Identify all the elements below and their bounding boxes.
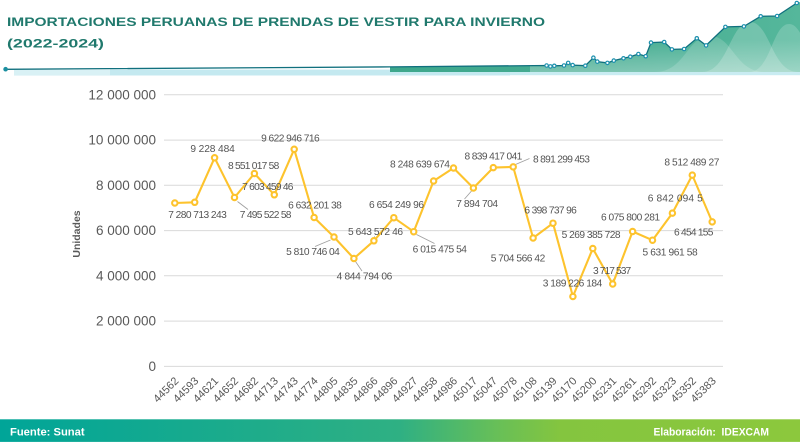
svg-text:7 894 704: 7 894 704 — [456, 199, 498, 210]
svg-text:6 075 800 281: 6 075 800 281 — [601, 213, 660, 224]
svg-text:7 495 522 58: 7 495 522 58 — [240, 210, 292, 221]
svg-text:6 000 000: 6 000 000 — [96, 223, 156, 238]
svg-text:3 189 226 184: 3 189 226 184 — [543, 278, 603, 289]
svg-text:8 000 000: 8 000 000 — [96, 178, 156, 193]
svg-text:8 891 299 453: 8 891 299 453 — [533, 155, 590, 166]
svg-text:Elaboración: IDEXCAM: Elaboración: IDEXCAM — [654, 427, 770, 439]
svg-text:8 248 639 674: 8 248 639 674 — [390, 159, 450, 170]
svg-text:12 000 000: 12 000 000 — [88, 87, 156, 102]
svg-text:6 454 155: 6 454 155 — [674, 228, 714, 239]
svg-text:Fuente: Sunat: Fuente: Sunat — [10, 426, 85, 438]
svg-text:7 280 713 243: 7 280 713 243 — [168, 210, 227, 221]
svg-text:6 632 201 38: 6 632 201 38 — [288, 200, 342, 211]
svg-text:6 015 475 54: 6 015 475 54 — [413, 245, 468, 256]
svg-text:5 643 572 46: 5 643 572 46 — [348, 227, 403, 238]
svg-text:8 839 417 041: 8 839 417 041 — [464, 151, 522, 162]
svg-text:5 810 746 04: 5 810 746 04 — [286, 247, 340, 258]
svg-text:5 631 961 58: 5 631 961 58 — [643, 248, 698, 259]
svg-text:6 654 249 96: 6 654 249 96 — [369, 200, 424, 211]
svg-text:IMPORTACIONES PERUANAS DE PREN: IMPORTACIONES PERUANAS DE PRENDAS DE VES… — [7, 15, 545, 29]
svg-text:8 512 489 27: 8 512 489 27 — [664, 158, 719, 169]
svg-text:7 603 459 46: 7 603 459 46 — [242, 182, 294, 193]
svg-text:Unidades: Unidades — [71, 210, 83, 257]
svg-text:8 551 017 58: 8 551 017 58 — [228, 161, 280, 172]
svg-text:9 622 946 716: 9 622 946 716 — [261, 133, 320, 144]
svg-text:9 228 484: 9 228 484 — [190, 144, 235, 155]
svg-text:5 269 385 728: 5 269 385 728 — [562, 230, 621, 241]
svg-text:6 842 094 5: 6 842 094 5 — [648, 193, 703, 204]
svg-text:6 398 737 96: 6 398 737 96 — [524, 206, 577, 217]
svg-text:3 717 537: 3 717 537 — [593, 266, 631, 277]
svg-text:(2022-2024): (2022-2024) — [7, 37, 104, 51]
svg-text:10 000 000: 10 000 000 — [88, 133, 156, 148]
svg-text:2 000 000: 2 000 000 — [96, 314, 156, 329]
svg-text:4 000 000: 4 000 000 — [96, 268, 156, 283]
svg-text:0: 0 — [148, 359, 156, 374]
svg-text:4 844 794 06: 4 844 794 06 — [337, 272, 393, 283]
svg-text:5 704 566 42: 5 704 566 42 — [491, 253, 546, 264]
